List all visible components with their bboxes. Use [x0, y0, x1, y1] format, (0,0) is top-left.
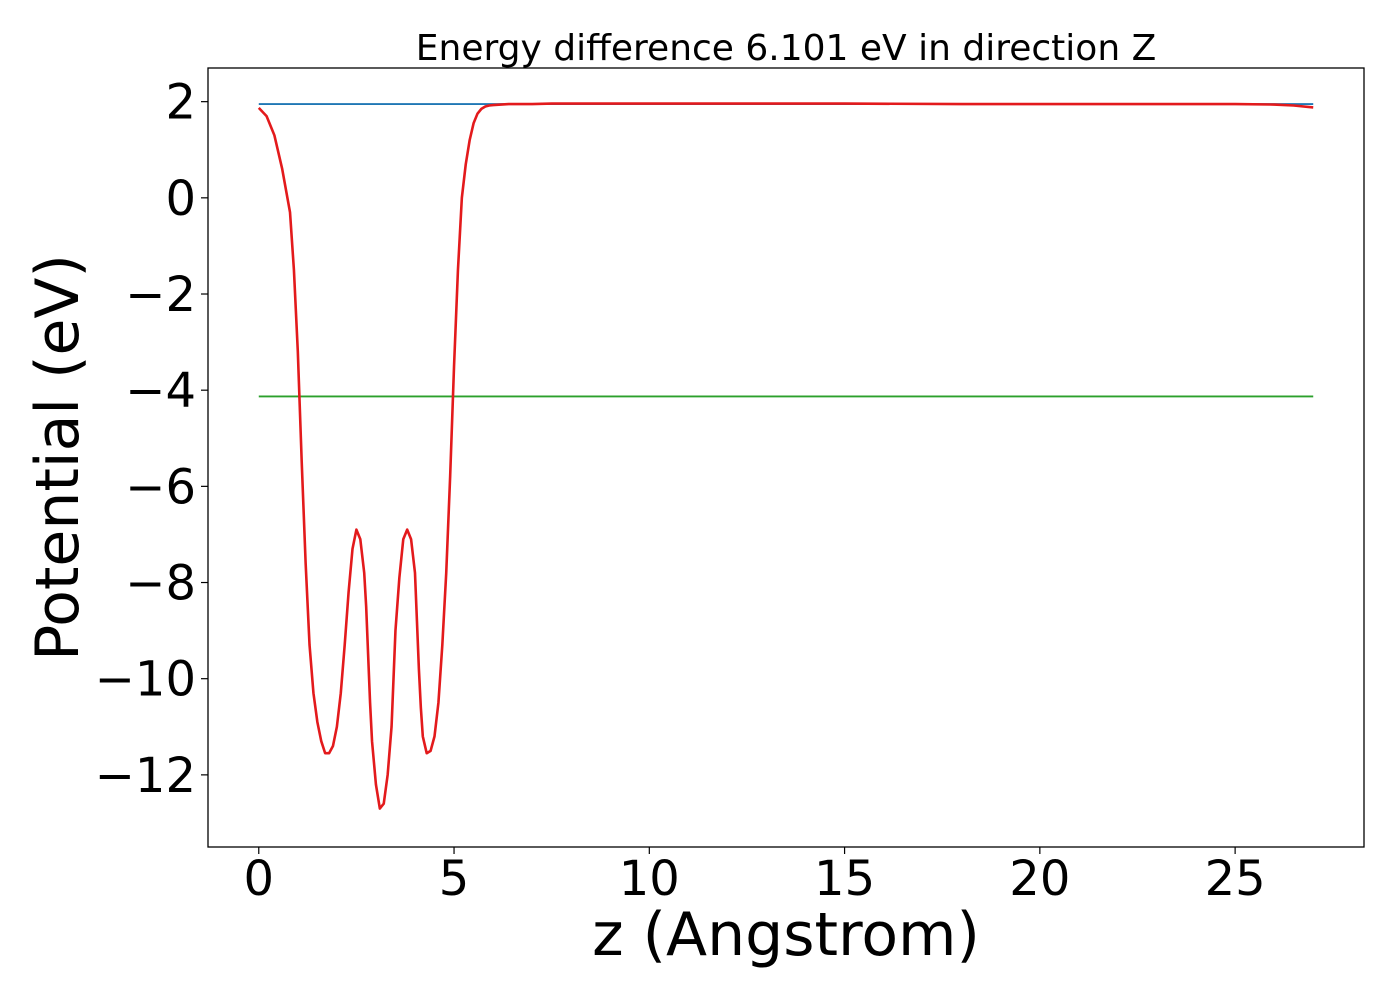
y-tick-label: −10	[95, 652, 196, 708]
y-tick-label: −2	[125, 267, 196, 323]
series-layer	[257, 102, 1314, 810]
chart-title: Energy difference 6.101 eV in direction …	[416, 28, 1157, 69]
x-tick-label: 0	[243, 851, 274, 907]
y-tick-label: 0	[165, 171, 196, 227]
y-tick-label: 2	[165, 75, 196, 131]
x-tick-label: 15	[814, 851, 875, 907]
y-tick-label: −4	[125, 363, 196, 419]
x-tick-label: 20	[1009, 851, 1070, 907]
plot-area-frame	[207, 67, 1365, 848]
x-tick-label: 25	[1205, 851, 1266, 907]
series-line-3	[257, 102, 1314, 810]
x-tick-label: 10	[619, 851, 680, 907]
x-axis-label: z (Angstrom)	[592, 900, 980, 970]
y-tick-label: −8	[125, 556, 196, 612]
x-tick-label: 5	[439, 851, 470, 907]
y-tick-label: −12	[95, 748, 196, 804]
y-tick-label: −6	[125, 459, 196, 515]
y-axis-label: Potential (eV)	[23, 254, 93, 661]
